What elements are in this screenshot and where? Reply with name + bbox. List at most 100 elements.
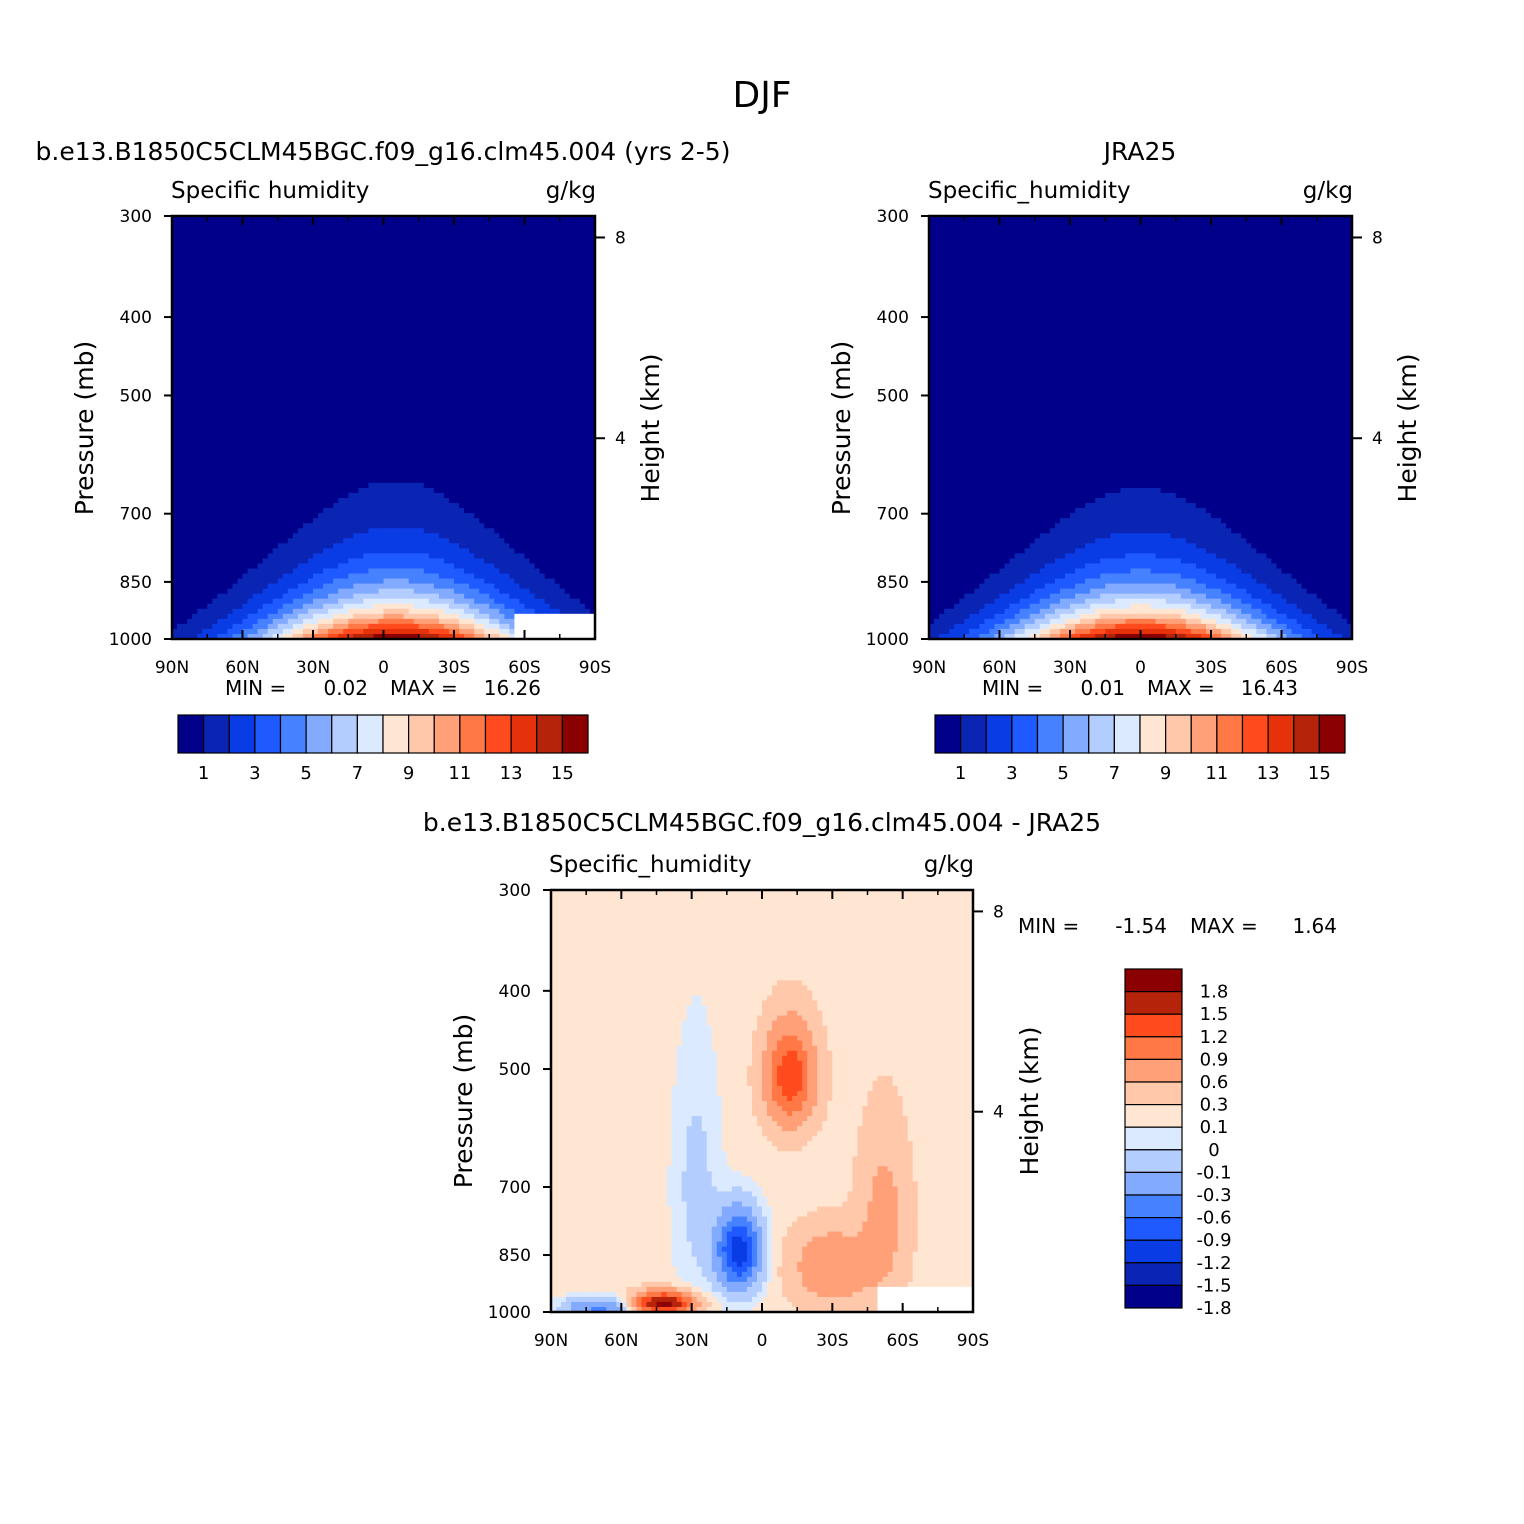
contour-cell (258, 332, 264, 338)
contour-cell (232, 382, 238, 388)
contour-cell (363, 251, 369, 257)
contour-cell (278, 448, 284, 454)
contour-cell (177, 246, 183, 252)
contour-cell (464, 463, 470, 469)
contour-cell (570, 458, 576, 464)
contour-cell (358, 297, 364, 303)
contour-cell (373, 377, 379, 383)
contour-cell (248, 317, 254, 323)
contour-cell (535, 332, 541, 338)
contour-cell (363, 281, 369, 287)
contour-cell (248, 433, 254, 439)
contour-cell (519, 392, 525, 398)
contour-cell (429, 332, 435, 338)
contour-cell (303, 412, 309, 418)
contour-cell (545, 438, 551, 444)
contour-cell (540, 292, 546, 298)
contour-cell (414, 498, 420, 504)
contour-cell (565, 312, 571, 318)
contour-cell (489, 503, 495, 509)
contour-cell (283, 458, 289, 464)
contour-cell (187, 402, 193, 408)
contour-cell (263, 463, 269, 469)
contour-cell (394, 352, 400, 358)
contour-cell (570, 493, 576, 499)
contour-cell (434, 352, 440, 358)
contour-cell (565, 367, 571, 373)
contour-cell (434, 231, 440, 237)
contour-cell (419, 236, 425, 242)
contour-cell (444, 443, 450, 449)
contour-cell (439, 488, 445, 494)
contour-cell (358, 231, 364, 237)
contour-cell (489, 422, 495, 428)
contour-cell (273, 332, 279, 338)
contour-cell (187, 332, 193, 338)
contour-cell (217, 473, 223, 479)
contour-cell (545, 322, 551, 328)
contour-cell (474, 483, 480, 489)
contour-cell (449, 317, 455, 323)
contour-cell (232, 337, 238, 343)
contour-cell (530, 312, 536, 318)
contour-cell (212, 417, 218, 423)
contour-cell (313, 352, 319, 358)
contour-cell (469, 458, 475, 464)
contour-cell (570, 352, 576, 358)
contour-cell (253, 226, 259, 232)
contour-cell (348, 513, 354, 519)
contour-cell (368, 241, 374, 247)
contour-cell (243, 503, 249, 509)
contour-cell (202, 498, 208, 504)
contour-cell (328, 478, 334, 484)
contour-cell (217, 226, 223, 232)
contour-cell (565, 453, 571, 459)
contour-cell (197, 412, 203, 418)
contour-cell (303, 246, 309, 252)
contour-cell (358, 458, 364, 464)
contour-cell (474, 236, 480, 242)
contour-cell (328, 342, 334, 348)
contour-cell (525, 407, 531, 413)
contour-cell (333, 402, 339, 408)
contour-cell (348, 362, 354, 368)
contour-cell (202, 392, 208, 398)
contour-cell (525, 332, 531, 338)
contour-cell (479, 226, 485, 232)
contour-cell (318, 443, 324, 449)
contour-cell (580, 478, 586, 484)
contour-cell (368, 261, 374, 267)
contour-cell (550, 276, 556, 282)
contour-cell (504, 221, 510, 227)
contour-cell (368, 422, 374, 428)
contour-cell (253, 276, 259, 282)
contour-cell (525, 463, 531, 469)
contour-cell (499, 312, 505, 318)
contour-cell (182, 261, 188, 267)
contour-cell (585, 281, 591, 287)
contour-cell (303, 362, 309, 368)
contour-cell (243, 367, 249, 373)
contour-cell (414, 503, 420, 509)
contour-cell (580, 337, 586, 343)
contour-cell (399, 241, 405, 247)
contour-cell (353, 463, 359, 469)
contour-cell (232, 443, 238, 449)
contour-cell (464, 483, 470, 489)
contour-cell (323, 302, 329, 308)
contour-cell (439, 317, 445, 323)
contour-cell (585, 458, 591, 464)
contour-cell (514, 362, 520, 368)
contour-cell (227, 387, 233, 393)
contour-cell (484, 377, 490, 383)
contour-cell (293, 468, 299, 474)
contour-cell (444, 256, 450, 262)
contour-cell (494, 317, 500, 323)
contour-cell (298, 352, 304, 358)
contour-cell (273, 372, 279, 378)
contour-cell (474, 352, 480, 358)
contour-cell (439, 372, 445, 378)
contour-cell (530, 347, 536, 353)
contour-cell (474, 382, 480, 388)
contour-cell (414, 357, 420, 363)
